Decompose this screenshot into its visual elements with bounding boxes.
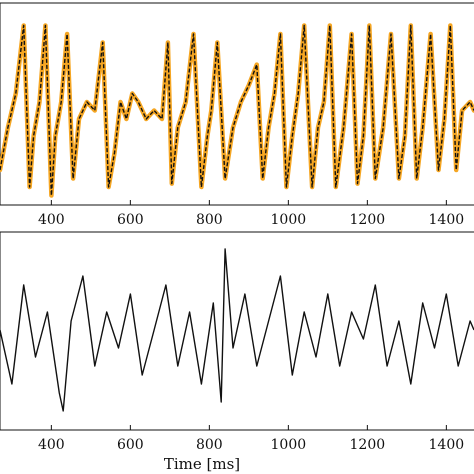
top-x-tick-label: 1400: [429, 212, 465, 228]
series-line: [0, 248, 474, 412]
bottom-x-tick-label: 1200: [350, 437, 386, 453]
bottom-x-tick-label: 1000: [271, 437, 307, 453]
bottom-panel: 400 600 800 1000 1200 1400: [0, 231, 474, 453]
bottom-x-ticks: 400 600 800 1000 1200 1400: [38, 425, 464, 453]
top-x-tick-label: 600: [117, 212, 144, 228]
bottom-panel-frame: [0, 231, 474, 431]
top-series-layer: [0, 23, 474, 198]
top-panel-frame: [0, 2, 474, 206]
top-x-tick-label: 400: [38, 212, 65, 228]
bottom-x-tick-label: 1400: [429, 437, 465, 453]
bottom-series-layer: [0, 248, 474, 412]
x-axis-label: Time [ms]: [164, 455, 240, 473]
top-panel: 400 600 800 1000 1200 1400: [0, 2, 474, 228]
top-x-tick-label: 800: [196, 212, 223, 228]
bottom-x-tick-label: 600: [117, 437, 144, 453]
series-band: [0, 23, 474, 198]
series-line: [0, 24, 474, 197]
bottom-x-tick-label: 400: [38, 437, 65, 453]
top-x-tick-label: 1000: [271, 212, 307, 228]
top-x-ticks: 400 600 800 1000 1200 1400: [38, 200, 464, 228]
bottom-x-tick-label: 800: [196, 437, 223, 453]
top-x-tick-label: 1200: [350, 212, 386, 228]
